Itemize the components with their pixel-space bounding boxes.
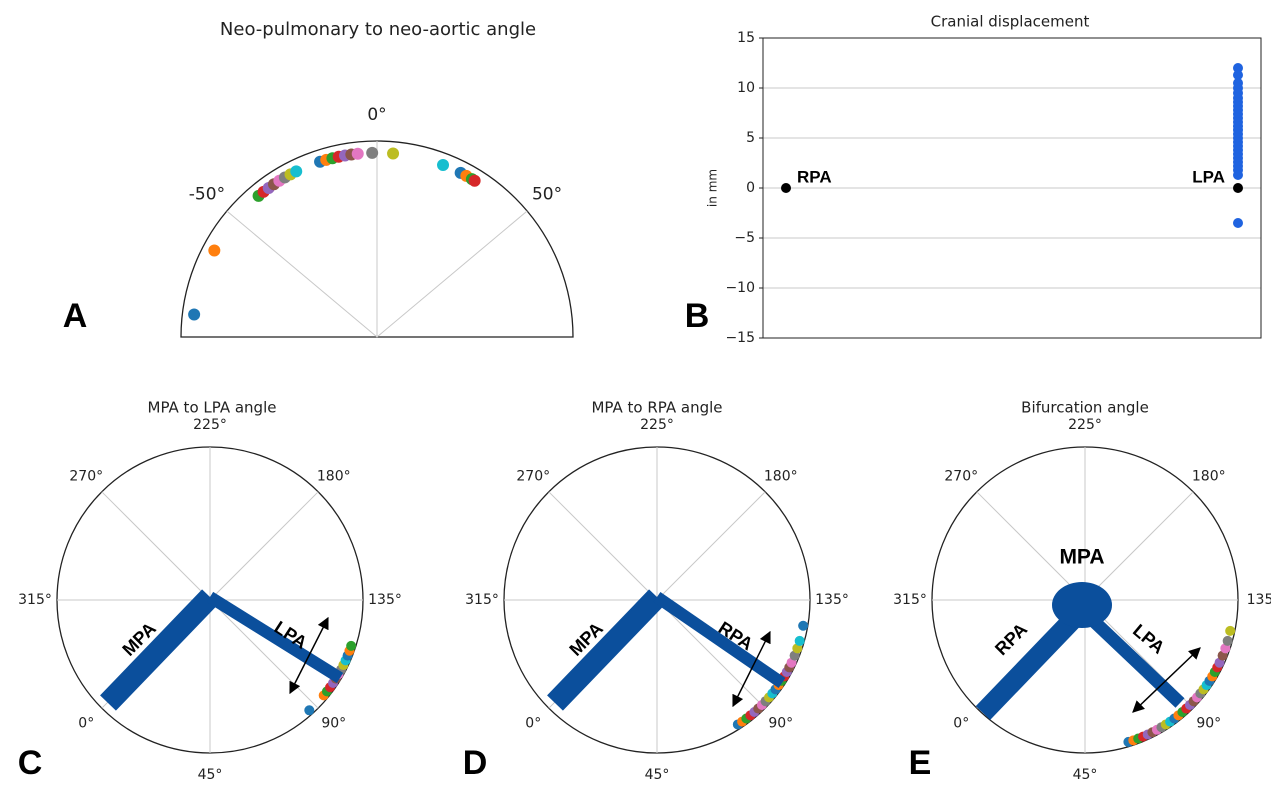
y-tick-label: −10 (725, 280, 755, 296)
data-point (1233, 218, 1243, 228)
y-tick-label: 5 (746, 130, 755, 146)
grid-spoke (1084, 491, 1194, 601)
rpa-vessel (975, 603, 1090, 720)
grid-spoke (548, 491, 658, 601)
data-point (468, 174, 481, 187)
angle-arrow (732, 630, 771, 708)
grid-spoke (376, 210, 528, 338)
theta-tick-label: 315° (893, 592, 927, 608)
mpa-vessel (1052, 582, 1112, 628)
y-tick-label: −15 (725, 330, 755, 346)
data-point (188, 308, 201, 321)
theta-tick-label: 135° (368, 592, 402, 608)
grid-spoke (101, 491, 211, 601)
data-point (304, 705, 315, 716)
rpa-vessel (653, 592, 786, 688)
data-point (1233, 63, 1243, 73)
chart-title: MPA to LPA angle (148, 399, 277, 417)
plot-frame (762, 37, 1262, 339)
theta-tick-label: 45° (645, 767, 670, 783)
theta-tick-label: 45° (1073, 767, 1098, 783)
theta-tick-label: 270° (516, 468, 550, 484)
theta-tick-label: -50° (189, 184, 225, 204)
theta-tick-label: 180° (1192, 468, 1226, 484)
data-point (387, 147, 400, 160)
theta-tick-label: 45° (198, 767, 223, 783)
theta-tick-label: 225° (1068, 417, 1102, 433)
theta-tick-label: 90° (1196, 716, 1221, 732)
theta-tick-label: 0° (78, 716, 94, 732)
grid-spoke (976, 491, 1086, 601)
data-point (351, 147, 364, 160)
theta-tick-label: 90° (321, 716, 346, 732)
vessel-label: RPA (991, 619, 1031, 659)
theta-tick-label: 270° (69, 468, 103, 484)
theta-tick-label: 270° (944, 468, 978, 484)
data-point (1222, 635, 1233, 646)
y-tick-label: 15 (737, 30, 755, 46)
data-point (346, 640, 357, 651)
y-tick-label: 10 (737, 80, 755, 96)
theta-tick-label: 180° (317, 468, 351, 484)
data-point (366, 146, 379, 159)
panel-label: C (18, 744, 43, 782)
vessel-label: MPA (1059, 546, 1104, 569)
y-tick-label: 0 (746, 180, 755, 196)
data-point (290, 165, 303, 178)
angle-arrow (1132, 647, 1201, 713)
theta-tick-label: 315° (18, 592, 52, 608)
polar-frame (180, 140, 574, 338)
chart-title: Bifurcation angle (1021, 399, 1149, 417)
y-axis-label: in mm (706, 169, 720, 207)
theta-tick-label: 225° (193, 417, 227, 433)
panel-label: A (63, 297, 88, 335)
grid-spoke (656, 491, 766, 601)
reference-point (1233, 183, 1243, 193)
chart-title: MPA to RPA angle (591, 399, 722, 417)
data-point (798, 620, 809, 631)
mpa-vessel (547, 589, 665, 711)
lpa-vessel (206, 591, 344, 684)
data-point (437, 158, 450, 171)
theta-tick-label: 0° (953, 716, 969, 732)
category-label: RPA (797, 167, 832, 186)
mpa-vessel (100, 589, 218, 711)
theta-tick-label: 50° (532, 184, 562, 204)
data-point (1225, 625, 1236, 636)
data-point (1233, 170, 1243, 180)
theta-tick-label: 180° (764, 468, 798, 484)
panel-label: D (463, 744, 488, 782)
theta-tick-label: 0° (367, 105, 386, 125)
theta-tick-label: 0° (525, 716, 541, 732)
vessel-diagrams: MPA LPA MPA RPA MPA RPA LPA (100, 546, 1201, 720)
angle-arrow (289, 616, 329, 695)
grid-spoke (209, 491, 319, 601)
data-point (794, 635, 805, 646)
data-point (208, 244, 221, 257)
y-tick-label: −5 (734, 230, 755, 246)
category-label: LPA (1192, 167, 1225, 186)
theta-tick-label: 315° (465, 592, 499, 608)
theta-tick-label: 135 (1247, 592, 1271, 608)
theta-tick-label: 90° (768, 716, 793, 732)
panel-label: E (909, 744, 932, 782)
theta-tick-label: 135° (815, 592, 849, 608)
panel-label: B (685, 297, 710, 335)
reference-point (781, 183, 791, 193)
chart-title: Neo-pulmonary to neo-aortic angle (220, 19, 536, 40)
theta-tick-label: 225° (640, 417, 674, 433)
chart-title: Cranial displacement (931, 13, 1090, 31)
grid-spoke (226, 210, 378, 338)
data-point (1233, 70, 1243, 80)
